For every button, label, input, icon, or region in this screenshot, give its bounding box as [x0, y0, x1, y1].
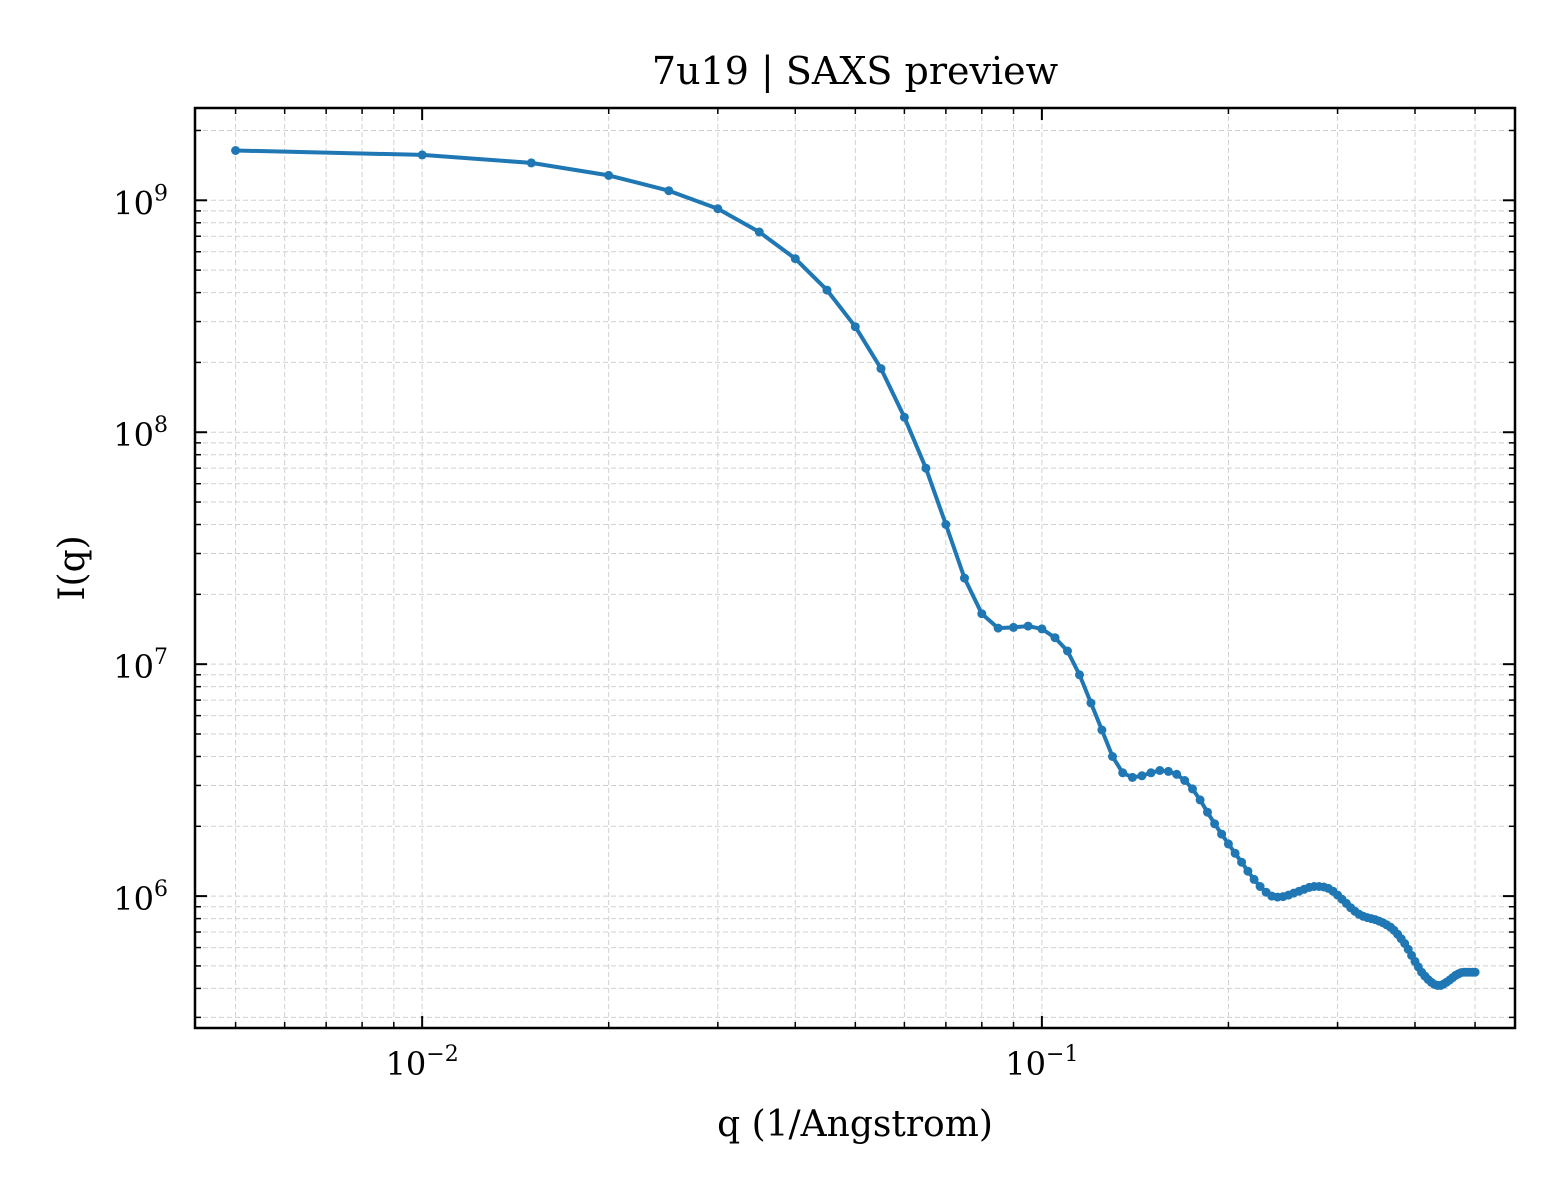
series-layer	[231, 146, 1480, 990]
data-point	[1188, 784, 1197, 794]
data-point	[876, 364, 886, 374]
data-point	[1137, 771, 1147, 781]
data-point	[1146, 768, 1156, 778]
data-point	[993, 623, 1003, 633]
data-point	[664, 186, 674, 196]
data-point	[1223, 839, 1233, 849]
data-point	[754, 227, 764, 237]
data-point	[1086, 698, 1096, 708]
data-point	[1127, 772, 1137, 782]
data-point	[1037, 624, 1047, 634]
chart-title: 7u19 | SAXS preview	[652, 49, 1059, 93]
data-point	[899, 412, 909, 422]
data-point	[1237, 857, 1247, 867]
data-point	[790, 254, 800, 264]
y-tick-label: 106	[113, 877, 168, 918]
plot-frame	[193, 106, 1517, 1030]
data-point	[526, 158, 536, 168]
data-point	[713, 204, 723, 214]
grid-layer	[195, 108, 1515, 1028]
data-point	[1163, 766, 1173, 776]
data-point	[1243, 866, 1253, 876]
y-tick-labels: 106 107 108 109	[113, 181, 168, 918]
data-point	[231, 146, 241, 155]
x-axis-label: q (1/Angstrom)	[717, 1104, 993, 1145]
data-point	[941, 520, 951, 529]
data-point	[1075, 670, 1084, 680]
y-tick-label: 109	[113, 181, 168, 222]
data-point	[1050, 633, 1060, 643]
data-point	[1470, 967, 1480, 977]
data-point	[1203, 807, 1212, 817]
data-point	[604, 170, 614, 180]
data-point	[1230, 848, 1240, 858]
data-point	[1210, 819, 1220, 829]
y-tick-label: 107	[113, 645, 168, 686]
data-point	[1009, 622, 1018, 632]
data-point	[417, 150, 427, 160]
data-point	[1097, 725, 1107, 735]
x-tick-labels: 10−2 10−1	[386, 1042, 1079, 1083]
x-tick-label: 10−1	[1005, 1042, 1078, 1083]
data-point	[1063, 646, 1072, 656]
data-point	[1023, 621, 1033, 631]
data-point	[1217, 829, 1227, 839]
data-point	[921, 463, 931, 473]
data-point	[1155, 766, 1165, 775]
y-tick-label: 108	[113, 413, 168, 454]
data-point	[1249, 874, 1259, 884]
data-point	[1255, 882, 1265, 891]
data-point	[1195, 795, 1205, 805]
data-point	[1172, 769, 1182, 779]
x-tick-label: 10−2	[386, 1042, 459, 1083]
data-point	[1118, 768, 1128, 778]
data-point	[850, 322, 860, 332]
data-point	[977, 609, 987, 619]
data-point	[960, 573, 969, 583]
data-point	[1108, 752, 1117, 761]
y-axis-label: I(q)	[52, 535, 93, 600]
data-point	[822, 285, 832, 295]
data-point	[1180, 776, 1190, 785]
